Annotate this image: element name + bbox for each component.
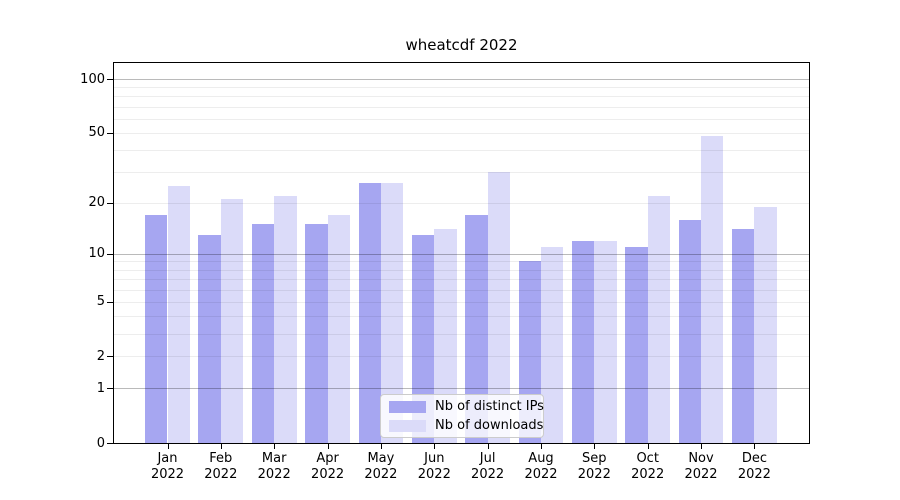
bar-nb-of-downloads-nov-2022 — [701, 136, 724, 443]
gridline-80 — [114, 96, 809, 98]
y-tick-label-0: 0 — [96, 435, 105, 451]
chart-title: wheatcdf 2022 — [405, 36, 518, 54]
x-tick-label-may-2022: May 2022 — [364, 451, 398, 482]
x-tick-mark-jan-2022 — [167, 444, 169, 449]
x-tick-mark-oct-2022 — [647, 444, 649, 449]
x-tick-mark-may-2022 — [380, 444, 382, 449]
x-tick-label-jan-2022: Jan 2022 — [150, 451, 185, 482]
gridline-70 — [114, 106, 809, 108]
bar-nb-of-downloads-jul-2022 — [487, 172, 510, 443]
bar-nb-of-distinct-ips-jan-2022 — [145, 215, 168, 443]
x-tick-mark-nov-2022 — [701, 444, 702, 449]
legend-label-downloads: Nb of downloads — [435, 418, 544, 433]
legend-label-distinct-ips: Nb of distinct IPs — [435, 399, 544, 414]
x-tick-label-feb-2022: Feb 2022 — [204, 451, 238, 482]
y-tick-mark-50 — [107, 132, 113, 134]
bar-nb-of-downloads-jan-2022 — [167, 186, 190, 443]
legend-item-distinct-ips: Nb of distinct IPs — [389, 399, 544, 414]
bar-nb-of-distinct-ips-feb-2022 — [198, 234, 221, 443]
y-tick-label-2: 2 — [96, 348, 105, 364]
legend-swatch-distinct-ips — [389, 400, 426, 413]
bar-nb-of-downloads-dec-2022 — [754, 206, 777, 443]
x-tick-label-nov-2022: Nov 2022 — [684, 451, 718, 482]
x-tick-label-aug-2022: Aug 2022 — [524, 451, 558, 482]
gridline-60 — [114, 118, 809, 120]
x-tick-mark-sep-2022 — [594, 444, 596, 449]
bar-nb-of-distinct-ips-jul-2022 — [465, 215, 488, 443]
bar-nb-of-distinct-ips-jun-2022 — [411, 234, 435, 443]
bar-nb-of-downloads-jun-2022 — [434, 229, 457, 443]
y-tick-mark-10 — [107, 253, 113, 255]
y-tick-label-1: 1 — [96, 380, 105, 396]
y-tick-label-100: 100 — [80, 71, 105, 87]
bar-nb-of-distinct-ips-may-2022 — [358, 183, 381, 443]
x-tick-mark-feb-2022 — [220, 444, 222, 449]
bar-nb-of-downloads-may-2022 — [380, 183, 404, 443]
bar-nb-of-distinct-ips-sep-2022 — [571, 240, 595, 443]
bar-nb-of-distinct-ips-apr-2022 — [305, 224, 328, 443]
y-tick-mark-1 — [107, 388, 113, 390]
x-tick-mark-mar-2022 — [274, 444, 276, 449]
y-tick-mark-100 — [107, 79, 113, 80]
y-tick-label-50: 50 — [88, 125, 105, 141]
y-tick-mark-5 — [107, 301, 113, 303]
bar-nb-of-distinct-ips-oct-2022 — [625, 247, 648, 443]
x-tick-label-jun-2022: Jun 2022 — [417, 451, 451, 482]
x-tick-mark-dec-2022 — [754, 444, 756, 449]
gridline-50 — [114, 132, 809, 134]
x-tick-label-mar-2022: Mar 2022 — [257, 451, 291, 482]
legend-swatch-downloads — [389, 419, 426, 432]
y-tick-mark-20 — [107, 202, 113, 204]
bar-nb-of-downloads-oct-2022 — [647, 195, 671, 443]
x-tick-label-dec-2022: Dec 2022 — [737, 451, 771, 482]
bar-nb-of-downloads-aug-2022 — [540, 247, 564, 443]
bar-nb-of-downloads-feb-2022 — [220, 199, 244, 443]
x-tick-mark-apr-2022 — [327, 444, 329, 449]
gridline-90 — [114, 87, 809, 89]
bar-nb-of-distinct-ips-mar-2022 — [251, 224, 275, 443]
gridline-100 — [114, 79, 809, 80]
y-tick-mark-2 — [107, 356, 113, 358]
plot-area — [113, 62, 810, 444]
bar-nb-of-downloads-mar-2022 — [274, 195, 297, 443]
x-tick-label-sep-2022: Sep 2022 — [577, 451, 611, 482]
x-tick-mark-jul-2022 — [487, 444, 489, 449]
bar-nb-of-distinct-ips-dec-2022 — [732, 229, 755, 443]
legend-item-downloads: Nb of downloads — [389, 418, 543, 433]
x-tick-mark-jun-2022 — [434, 444, 436, 449]
y-tick-mark-0 — [107, 443, 113, 444]
x-tick-label-apr-2022: Apr 2022 — [311, 451, 345, 482]
legend: Nb of distinct IPs Nb of downloads — [380, 394, 544, 438]
x-tick-label-oct-2022: Oct 2022 — [631, 451, 665, 482]
y-tick-label-10: 10 — [88, 246, 105, 262]
bar-nb-of-downloads-apr-2022 — [327, 215, 350, 443]
y-tick-label-20: 20 — [88, 195, 105, 211]
y-tick-label-5: 5 — [96, 294, 105, 310]
x-tick-label-jul-2022: Jul 2022 — [471, 451, 505, 482]
bar-nb-of-downloads-sep-2022 — [594, 240, 617, 443]
bar-nb-of-distinct-ips-nov-2022 — [678, 219, 701, 443]
x-tick-mark-aug-2022 — [541, 444, 542, 449]
